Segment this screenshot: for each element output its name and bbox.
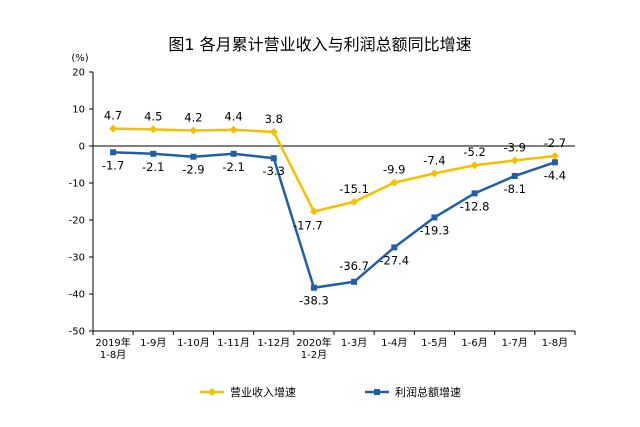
x-tick-label-line: 1-10月 bbox=[177, 337, 210, 349]
data-label: 4.2 bbox=[184, 110, 202, 124]
x-tick-label-line: 1-3月 bbox=[341, 337, 367, 349]
data-point bbox=[229, 125, 238, 134]
data-label: -9.9 bbox=[383, 163, 405, 177]
x-tick-label-line: 1-8月 bbox=[542, 337, 568, 349]
x-tick-label: 1-6月 bbox=[461, 337, 487, 349]
data-point bbox=[390, 178, 399, 187]
data-label: -36.7 bbox=[339, 259, 369, 273]
x-tick-label-line: 1-9月 bbox=[140, 337, 166, 349]
data-point bbox=[391, 244, 398, 251]
x-tick-label-line: 1-12月 bbox=[257, 337, 290, 349]
data-label: -17.7 bbox=[293, 218, 323, 232]
x-tick-label: 1-12月 bbox=[257, 337, 290, 349]
data-point bbox=[230, 150, 237, 157]
x-tick-label-line: 1-8月 bbox=[100, 349, 126, 361]
x-tick-label: 2019年 1-8月 bbox=[95, 336, 130, 361]
y-tick-label: 0 bbox=[79, 142, 85, 153]
data-label: 4.5 bbox=[144, 109, 162, 123]
data-point bbox=[269, 127, 278, 136]
x-tick-label: 1-5月 bbox=[421, 337, 447, 349]
data-point bbox=[511, 172, 518, 179]
data-point bbox=[551, 159, 558, 166]
series-layer bbox=[109, 124, 559, 291]
y-tick-label: -50 bbox=[69, 327, 85, 338]
data-point bbox=[471, 190, 478, 197]
y-tick-label: -30 bbox=[69, 253, 85, 264]
data-point bbox=[310, 284, 317, 291]
legend-label: 营业收入增速 bbox=[230, 385, 296, 399]
x-tick-label: 1-10月 bbox=[177, 337, 210, 349]
legend-marker bbox=[208, 388, 216, 396]
data-label: -19.3 bbox=[420, 223, 450, 237]
chart-title: 图1 各月累计营业收入与利润总额同比增速 bbox=[168, 35, 471, 54]
x-tick-label: 1-11月 bbox=[217, 337, 250, 349]
x-tick-label: 1-7月 bbox=[502, 337, 528, 349]
data-label: -12.8 bbox=[460, 199, 490, 213]
data-label: -2.1 bbox=[142, 160, 164, 174]
data-label: -1.7 bbox=[102, 158, 124, 172]
data-label: -3.3 bbox=[263, 164, 285, 178]
legend-marker bbox=[374, 389, 380, 395]
x-tick-label: 1-8月 bbox=[542, 337, 568, 349]
y-axis-unit: (%) bbox=[71, 53, 88, 64]
x-tick-label: 1-9月 bbox=[140, 337, 166, 349]
legend: 营业收入增速 利润总额增速 bbox=[200, 385, 461, 399]
data-point bbox=[270, 155, 277, 162]
data-label: -5.2 bbox=[463, 145, 485, 159]
data-label: -7.4 bbox=[423, 153, 445, 167]
y-tick-label: -40 bbox=[69, 290, 85, 301]
x-tick-label: 2020年 1-2月 bbox=[296, 336, 331, 361]
x-tick-label-line: 2020年 bbox=[296, 336, 331, 349]
x-tick-label: 1-4月 bbox=[381, 337, 407, 349]
series-line bbox=[113, 127, 556, 213]
data-point bbox=[470, 161, 479, 170]
x-tick-label-line: 1-5月 bbox=[421, 337, 447, 349]
y-tick-label: -10 bbox=[69, 179, 85, 190]
x-tick-label: 1-3月 bbox=[341, 337, 367, 349]
y-tick-label: 10 bbox=[72, 105, 85, 116]
x-tick-label-line: 1-6月 bbox=[461, 337, 487, 349]
data-point bbox=[110, 149, 117, 156]
data-label: 4.4 bbox=[224, 110, 242, 124]
data-point bbox=[309, 207, 318, 216]
data-label: -2.1 bbox=[222, 160, 244, 174]
data-label: -2.9 bbox=[182, 163, 204, 177]
x-tick-label-line: 1-7月 bbox=[502, 337, 528, 349]
data-point bbox=[190, 153, 197, 160]
data-label: -15.1 bbox=[339, 182, 369, 196]
data-label: -27.4 bbox=[379, 253, 409, 267]
data-labels: 4.7 4.5 4.2 4.4 3.8 -17.7 -15.1 -9.9 -7.4 -5.2 -3.… bbox=[102, 109, 566, 308]
data-label: -3.9 bbox=[504, 140, 526, 154]
data-label: -38.3 bbox=[299, 294, 329, 308]
data-point bbox=[351, 278, 358, 285]
y-tick-label: 20 bbox=[72, 68, 85, 79]
data-label: 4.7 bbox=[104, 109, 122, 123]
data-point bbox=[189, 126, 198, 135]
data-point bbox=[430, 169, 439, 178]
data-label: -8.1 bbox=[504, 182, 526, 196]
data-point bbox=[109, 124, 118, 133]
legend-label: 利润总额增速 bbox=[395, 385, 461, 399]
data-point bbox=[550, 151, 559, 160]
series-line bbox=[113, 151, 556, 289]
data-label: 3.8 bbox=[265, 112, 283, 126]
x-tick-label-line: 1-11月 bbox=[217, 337, 250, 349]
data-point bbox=[510, 156, 519, 165]
data-label: -2.7 bbox=[544, 136, 566, 150]
x-tick-label-line: 2019年 bbox=[95, 336, 130, 349]
x-tick-label-line: 1-4月 bbox=[381, 337, 407, 349]
x-tick-label-line: 1-2月 bbox=[301, 349, 327, 361]
data-point bbox=[350, 197, 359, 206]
data-point bbox=[431, 214, 438, 221]
data-label: -4.4 bbox=[544, 168, 566, 182]
data-point bbox=[150, 150, 157, 157]
data-point bbox=[149, 125, 158, 134]
y-tick-label: -20 bbox=[69, 216, 85, 227]
